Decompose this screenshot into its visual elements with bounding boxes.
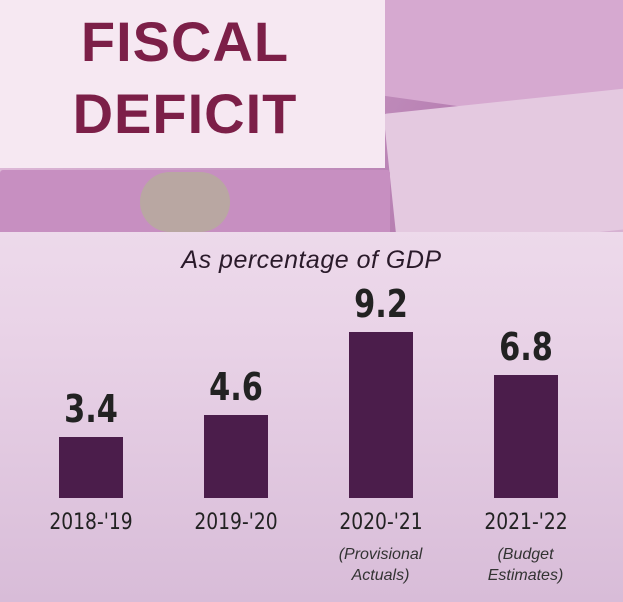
category-note: (Provisional Actuals) (338, 546, 423, 584)
portrait (140, 172, 230, 232)
value-label: 9.2 (353, 282, 408, 326)
banknote (383, 86, 623, 232)
x-tick-label: 2019-'20 (193, 510, 278, 535)
value-label: 3.4 (63, 386, 118, 431)
x-tick-label: 2018-'19 (48, 510, 133, 535)
title-panel: FISCAL DEFICIT (0, 0, 385, 168)
bar (348, 332, 413, 498)
bar (493, 375, 558, 498)
chart-subtitle: As percentage of GDP (181, 246, 442, 274)
bar (58, 436, 123, 498)
x-tick-label: 2021-'22 (483, 510, 568, 535)
value-label: 6.8 (498, 325, 553, 370)
banknote-banner: FISCAL DEFICIT (0, 0, 623, 232)
x-tick-label: 2020-'21 (338, 510, 423, 535)
category-note: (Budget Estimates) (487, 546, 564, 584)
value-label: 4.6 (208, 365, 263, 409)
bar (203, 415, 268, 498)
chart-title: FISCAL DEFICIT (72, 10, 298, 145)
